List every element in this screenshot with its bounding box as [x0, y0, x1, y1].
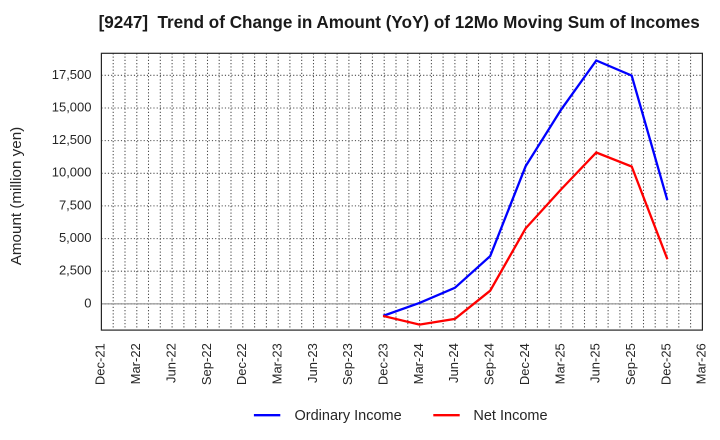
svg-text:Mar-22: Mar-22: [128, 343, 143, 384]
svg-text:Jun-25: Jun-25: [588, 343, 603, 383]
svg-text:15,000: 15,000: [52, 99, 92, 114]
svg-text:2,500: 2,500: [59, 263, 92, 278]
svg-text:Jun-23: Jun-23: [305, 343, 320, 383]
svg-text:17,500: 17,500: [52, 67, 92, 82]
svg-text:Dec-21: Dec-21: [93, 343, 108, 385]
svg-text:Sep-22: Sep-22: [199, 343, 214, 385]
svg-text:Mar-23: Mar-23: [270, 343, 285, 384]
svg-text:Dec-24: Dec-24: [517, 343, 532, 385]
svg-text:Mar-24: Mar-24: [411, 343, 426, 384]
svg-text:0: 0: [84, 295, 91, 310]
svg-text:Amount (million yen): Amount (million yen): [8, 127, 25, 265]
svg-text:Dec-22: Dec-22: [234, 343, 249, 385]
svg-text:Dec-25: Dec-25: [658, 343, 673, 385]
svg-text:Jun-22: Jun-22: [163, 343, 178, 383]
svg-text:Sep-24: Sep-24: [482, 343, 497, 385]
svg-text:[9247] Trend of Change in Amo: [9247] Trend of Change in Amount (YoY) o…: [99, 13, 700, 32]
svg-text:Jun-24: Jun-24: [446, 343, 461, 383]
svg-text:7,500: 7,500: [59, 197, 92, 212]
svg-text:Mar-25: Mar-25: [552, 343, 567, 384]
svg-text:12,500: 12,500: [52, 132, 92, 147]
svg-text:10,000: 10,000: [52, 165, 92, 180]
svg-text:Dec-23: Dec-23: [376, 343, 391, 385]
svg-text:Sep-25: Sep-25: [623, 343, 638, 385]
svg-text:Ordinary Income: Ordinary Income: [295, 408, 402, 424]
svg-text:Sep-23: Sep-23: [340, 343, 355, 385]
svg-text:Net Income: Net Income: [473, 408, 547, 424]
svg-text:5,000: 5,000: [59, 230, 92, 245]
svg-text:Mar-26: Mar-26: [694, 343, 709, 384]
